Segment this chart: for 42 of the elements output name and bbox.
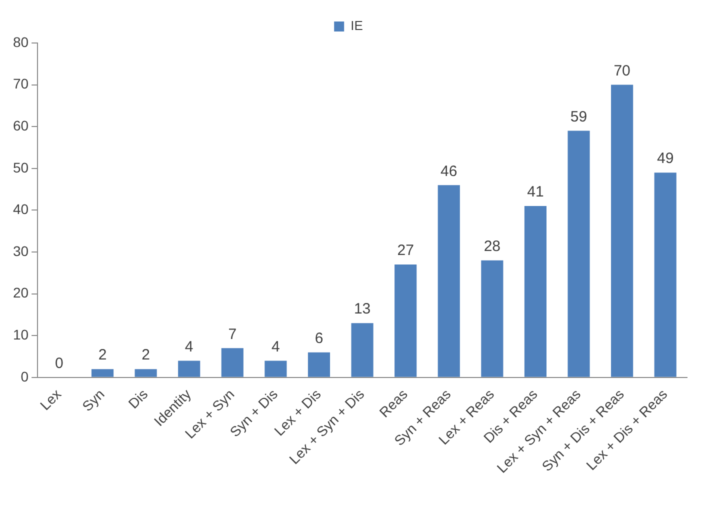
bar bbox=[91, 369, 114, 377]
bar bbox=[481, 260, 504, 377]
bar bbox=[351, 323, 374, 377]
data-label: 59 bbox=[570, 108, 588, 126]
data-label: 4 bbox=[272, 338, 280, 356]
data-label: 41 bbox=[527, 184, 544, 201]
data-label: 49 bbox=[657, 150, 674, 168]
bar bbox=[438, 185, 460, 377]
data-label: 6 bbox=[314, 330, 324, 347]
data-label: 13 bbox=[354, 300, 371, 318]
data-label: 4 bbox=[184, 338, 194, 356]
data-label: 28 bbox=[484, 238, 501, 256]
bar bbox=[264, 360, 287, 377]
x-tick-label: Lex bbox=[36, 386, 64, 414]
y-tick-label: 60 bbox=[12, 117, 29, 134]
bar bbox=[611, 84, 634, 377]
bar bbox=[178, 360, 200, 377]
y-tick-label: 20 bbox=[12, 284, 29, 301]
data-label: 2 bbox=[98, 346, 107, 364]
y-tick-label: 40 bbox=[12, 201, 29, 218]
data-label: 70 bbox=[614, 62, 630, 80]
bar bbox=[568, 130, 590, 377]
bar bbox=[394, 264, 417, 377]
y-tick-label: 10 bbox=[12, 326, 29, 342]
data-label: 2 bbox=[142, 346, 150, 364]
y-tick-label: 0 bbox=[20, 368, 29, 384]
y-tick-label: 80 bbox=[12, 34, 29, 50]
legend-label: IE bbox=[350, 18, 364, 34]
data-label: 0 bbox=[55, 355, 64, 372]
x-tick-label: Dis bbox=[125, 386, 151, 412]
bar bbox=[654, 172, 676, 377]
y-tick-label: 30 bbox=[12, 242, 29, 259]
y-tick-label: 50 bbox=[12, 159, 29, 176]
bar bbox=[524, 206, 547, 377]
data-label: 27 bbox=[397, 242, 414, 260]
x-tick-label: Syn bbox=[78, 386, 108, 414]
y-tick-label: 70 bbox=[12, 76, 29, 92]
data-label: 7 bbox=[228, 326, 237, 343]
data-label: 46 bbox=[440, 162, 458, 180]
bar bbox=[308, 352, 330, 377]
bar bbox=[221, 348, 244, 377]
bar bbox=[134, 369, 157, 377]
